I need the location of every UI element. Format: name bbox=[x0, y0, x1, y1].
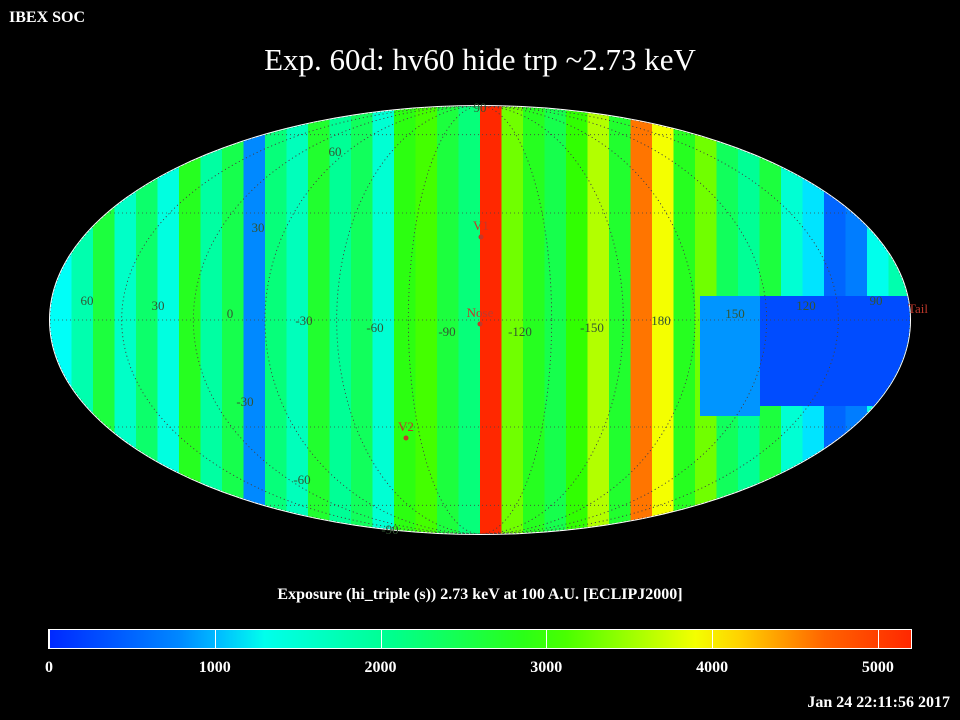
page-title: Exp. 60d: hv60 hide trp ~2.73 keV bbox=[264, 42, 696, 77]
longitude-label: -120 bbox=[508, 324, 532, 339]
timestamp: Jan 24 22:11:56 2017 bbox=[807, 694, 950, 711]
longitude-label: -90 bbox=[438, 324, 455, 339]
longitude-label: 0 bbox=[227, 306, 234, 321]
latitude-label: 90 bbox=[474, 100, 487, 115]
longitude-label: -30 bbox=[295, 313, 312, 328]
exposure-strip bbox=[458, 106, 481, 534]
longitude-label: -150 bbox=[580, 320, 604, 335]
graticule-labels: 60 30 0 -30 -60 -90 -120 -150 180 150 120 90 90 60 30 -… bbox=[81, 100, 883, 537]
exposure-strip bbox=[394, 106, 417, 534]
colorbar-tick bbox=[49, 630, 50, 648]
colorbar-tick-label: 3000 bbox=[530, 659, 563, 676]
exposure-strip bbox=[630, 106, 653, 534]
exposure-strip bbox=[308, 106, 331, 534]
colorbar-caption: Exposure (hi_triple (s)) 2.73 keV at 100… bbox=[277, 586, 683, 603]
longitude-label: 180 bbox=[651, 313, 671, 328]
latitude-label: -30 bbox=[236, 394, 253, 409]
exposure-strip bbox=[265, 106, 288, 534]
low-exposure-region bbox=[700, 296, 760, 416]
low-exposure-region bbox=[760, 296, 910, 406]
latitude-label: -90 bbox=[381, 522, 398, 537]
longitude-label: 90 bbox=[870, 293, 883, 308]
org-label: IBEX SOC bbox=[9, 9, 86, 26]
exposure-strip bbox=[93, 106, 116, 534]
exposure-strips bbox=[50, 106, 910, 534]
colorbar-tick-label: 1000 bbox=[198, 659, 231, 676]
colorbar-tick-label: 5000 bbox=[861, 659, 894, 676]
exposure-strip bbox=[652, 106, 675, 534]
exposure-strip bbox=[544, 106, 567, 534]
exposure-strip bbox=[286, 106, 309, 534]
meridian-line bbox=[407, 106, 553, 534]
markers: V1 V2 Nose Tail bbox=[398, 218, 928, 441]
marker-v1-label: V1 bbox=[473, 218, 489, 233]
colorbar-tick bbox=[380, 630, 382, 648]
colorbar bbox=[48, 629, 912, 649]
exposure-strip bbox=[136, 106, 159, 534]
latitude-label: 30 bbox=[252, 220, 265, 235]
exposure-strip bbox=[329, 106, 352, 534]
colorbar-tick bbox=[712, 630, 714, 648]
exposure-strip bbox=[157, 106, 180, 534]
colorbar-tick-label: 0 bbox=[45, 659, 53, 676]
marker-nose-label: Nose bbox=[467, 305, 494, 320]
exposure-strip bbox=[50, 106, 73, 534]
latitude-label: 60 bbox=[329, 144, 342, 159]
marker-v2-dot bbox=[403, 435, 409, 441]
longitude-label: 150 bbox=[725, 306, 745, 321]
sky-map: 60 30 0 -30 -60 -90 -120 -150 180 150 120 90 90 60 30 -… bbox=[49, 100, 928, 537]
exposure-strip bbox=[437, 106, 460, 534]
longitude-label: 30 bbox=[152, 298, 165, 313]
colorbar-tick-label: 2000 bbox=[364, 659, 397, 676]
marker-v1-dot bbox=[478, 234, 484, 240]
colorbar-tick bbox=[214, 630, 216, 648]
exposure-strip bbox=[501, 106, 524, 534]
latitude-label: -60 bbox=[293, 472, 310, 487]
exposure-strip bbox=[673, 106, 696, 534]
exposure-strip bbox=[114, 106, 137, 534]
exposure-strip bbox=[609, 106, 632, 534]
marker-nose-dot bbox=[477, 321, 483, 327]
exposure-strip bbox=[200, 106, 223, 534]
colorbar-tick-label: 4000 bbox=[696, 659, 729, 676]
colorbar-tick bbox=[877, 630, 879, 648]
longitude-label: 60 bbox=[81, 293, 94, 308]
marker-v2-label: V2 bbox=[398, 419, 414, 434]
colorbar-tick bbox=[546, 630, 548, 648]
longitude-label: 120 bbox=[796, 298, 816, 313]
longitude-label: -60 bbox=[366, 320, 383, 335]
marker-tail-label: Tail bbox=[908, 301, 928, 316]
exposure-strip bbox=[480, 106, 503, 534]
